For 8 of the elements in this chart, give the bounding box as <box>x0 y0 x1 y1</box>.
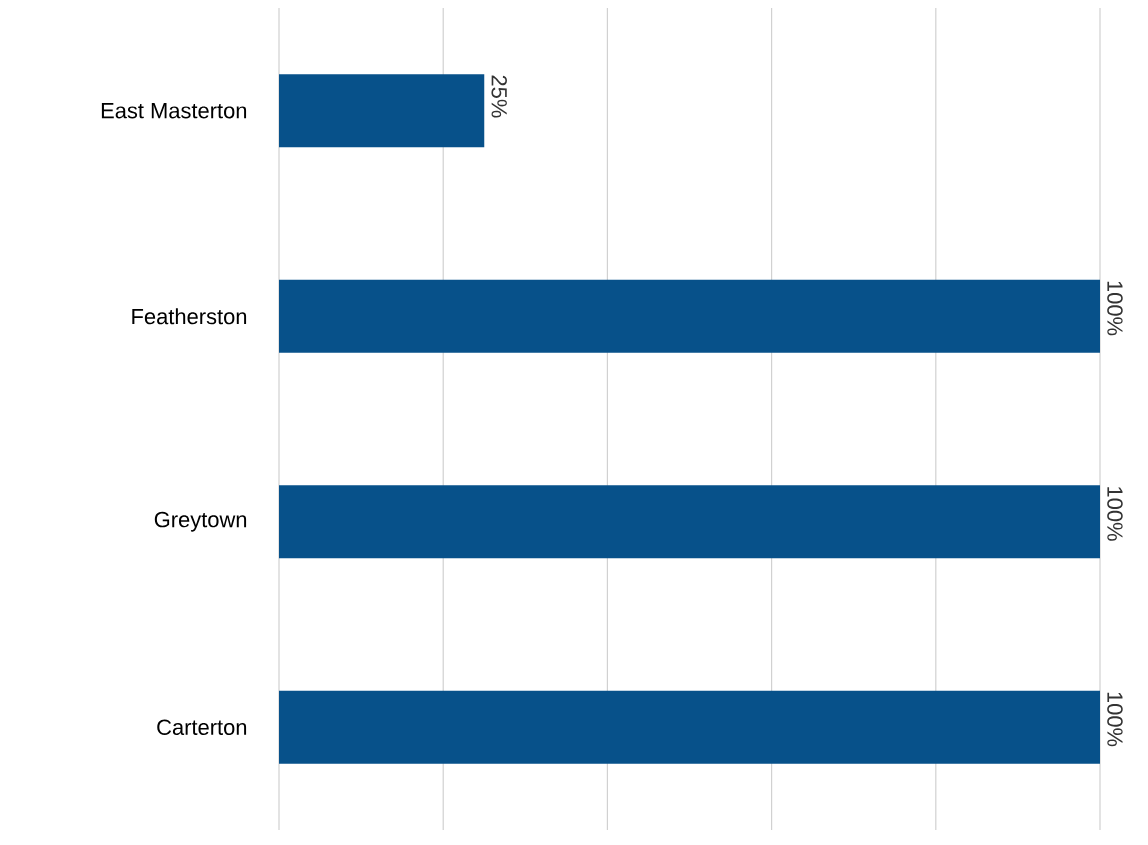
data-label: 25% <box>491 75 507 118</box>
y-tick-label: East Masterton <box>101 103 247 119</box>
data-label: 100% <box>1107 692 1123 747</box>
y-tick-label: Featherston <box>132 308 247 325</box>
data-label: 100% <box>1107 487 1123 541</box>
y-tick-label: Greytown <box>154 511 247 532</box>
data-label: 100% <box>1107 281 1123 336</box>
y-tick-label: Carterton <box>157 719 247 736</box>
